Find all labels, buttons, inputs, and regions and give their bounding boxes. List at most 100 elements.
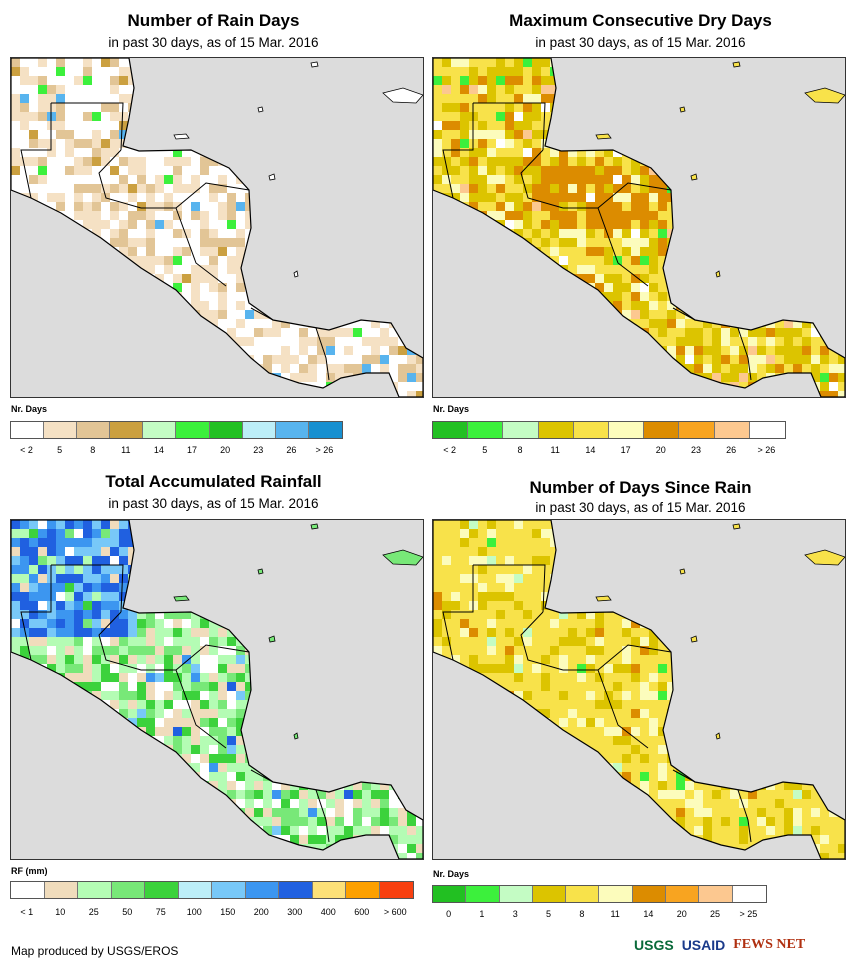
legend-swatch bbox=[749, 422, 785, 438]
legend-label: 23 bbox=[253, 445, 264, 455]
country-border bbox=[737, 327, 752, 381]
legend-label: < 2 bbox=[20, 445, 33, 455]
country-border bbox=[315, 327, 330, 381]
country-border bbox=[175, 669, 227, 749]
island bbox=[715, 270, 721, 278]
legend-label: < 2 bbox=[443, 445, 456, 455]
legend-label: 600 bbox=[354, 907, 370, 917]
legend-swatch bbox=[666, 886, 700, 902]
panel-total-rainfall: Total Accumulated Rainfall in past 30 da… bbox=[0, 465, 427, 935]
legend-title: Nr. Days bbox=[433, 869, 470, 879]
country-border bbox=[141, 182, 250, 209]
country-border bbox=[98, 149, 142, 209]
island bbox=[679, 568, 686, 575]
legend-swatch bbox=[644, 422, 680, 438]
legend-label: 14 bbox=[643, 909, 654, 919]
legend-swatch bbox=[178, 882, 212, 898]
legend-label: 11 bbox=[610, 909, 620, 919]
legend-label: > 25 bbox=[739, 909, 758, 919]
country-border bbox=[563, 644, 672, 671]
legend-swatch bbox=[245, 882, 279, 898]
legend-swatch bbox=[209, 422, 243, 438]
island bbox=[293, 732, 299, 740]
legend-swatch bbox=[176, 422, 210, 438]
legend-swatch bbox=[732, 886, 766, 902]
legend-label: 150 bbox=[220, 907, 236, 917]
legend-swatch bbox=[679, 422, 715, 438]
legend-swatch bbox=[699, 886, 733, 902]
legend-label: > 600 bbox=[383, 907, 407, 917]
legend-label: 25 bbox=[710, 909, 721, 919]
legend-label: 3 bbox=[512, 909, 518, 919]
legend-swatch bbox=[242, 422, 276, 438]
country-border bbox=[672, 307, 696, 321]
legend-swatch bbox=[308, 422, 342, 438]
data-grid bbox=[11, 520, 423, 859]
country-border bbox=[442, 103, 474, 199]
country-border bbox=[315, 789, 330, 843]
fewsnet-logo: FEWS NET bbox=[733, 937, 806, 952]
legend-label: 200 bbox=[253, 907, 269, 917]
legend-swatch bbox=[433, 886, 467, 902]
island bbox=[268, 173, 276, 181]
coastline bbox=[11, 58, 423, 397]
country-border bbox=[520, 149, 564, 209]
legend-label: 14 bbox=[153, 445, 164, 455]
legend-label: 11 bbox=[121, 445, 131, 455]
panel-title: Maximum Consecutive Dry Days bbox=[509, 11, 772, 30]
country-border bbox=[51, 564, 124, 613]
legend-color-bar bbox=[10, 881, 414, 899]
usaid-logo: USAID bbox=[681, 937, 726, 953]
legend-swatch bbox=[566, 886, 600, 902]
country-border bbox=[20, 103, 52, 199]
country-border bbox=[175, 207, 227, 287]
island bbox=[732, 523, 741, 530]
legend-swatch bbox=[379, 882, 413, 898]
legend-label: 5 bbox=[482, 445, 488, 455]
legend-swatch bbox=[532, 886, 567, 902]
panel-title: Total Accumulated Rainfall bbox=[105, 472, 322, 491]
island bbox=[382, 549, 423, 566]
island bbox=[732, 61, 741, 68]
legend-swatch bbox=[599, 886, 633, 902]
island bbox=[257, 568, 264, 575]
legend-label: 20 bbox=[676, 909, 687, 919]
island bbox=[257, 106, 264, 113]
legend-swatch bbox=[433, 422, 469, 438]
country-border bbox=[442, 565, 474, 661]
island bbox=[173, 133, 190, 140]
legend-swatch bbox=[346, 882, 380, 898]
legend-label: 8 bbox=[90, 445, 96, 455]
legend-swatch bbox=[503, 422, 539, 438]
legend-swatch bbox=[275, 422, 309, 438]
legend-label: 11 bbox=[550, 445, 560, 455]
legend-title: RF (mm) bbox=[11, 866, 48, 876]
island bbox=[382, 87, 423, 104]
legend-label: < 1 bbox=[20, 907, 34, 917]
data-grid bbox=[433, 520, 845, 859]
island bbox=[804, 87, 845, 104]
country-border bbox=[250, 769, 274, 783]
country-border bbox=[473, 564, 546, 613]
panel-title: Number of Days Since Rain bbox=[529, 478, 752, 497]
legend-swatch bbox=[11, 882, 45, 898]
legend-label: 8 bbox=[517, 445, 523, 455]
legend-swatch bbox=[714, 422, 750, 438]
legend-swatch bbox=[145, 882, 179, 898]
legend-swatch bbox=[573, 422, 609, 438]
legend-label: 17 bbox=[187, 445, 198, 455]
legend-label: 23 bbox=[690, 445, 702, 455]
legend-label: 75 bbox=[155, 907, 166, 917]
country-border bbox=[250, 307, 274, 321]
country-border bbox=[563, 182, 672, 209]
map-max-dry-days bbox=[432, 57, 846, 398]
country-border bbox=[141, 644, 250, 671]
legend-label: 25 bbox=[88, 907, 99, 917]
legend-label: 0 bbox=[446, 909, 452, 919]
legend-labels: 0 1 3 5 8 11 14 20 25 > 25 bbox=[432, 909, 765, 921]
legend-label: 17 bbox=[620, 445, 631, 455]
panel-days-since-rain: Number of Days Since Rain in past 30 day… bbox=[427, 465, 854, 935]
legend-swatch bbox=[143, 422, 177, 438]
country-border bbox=[51, 102, 124, 151]
island bbox=[268, 635, 276, 643]
